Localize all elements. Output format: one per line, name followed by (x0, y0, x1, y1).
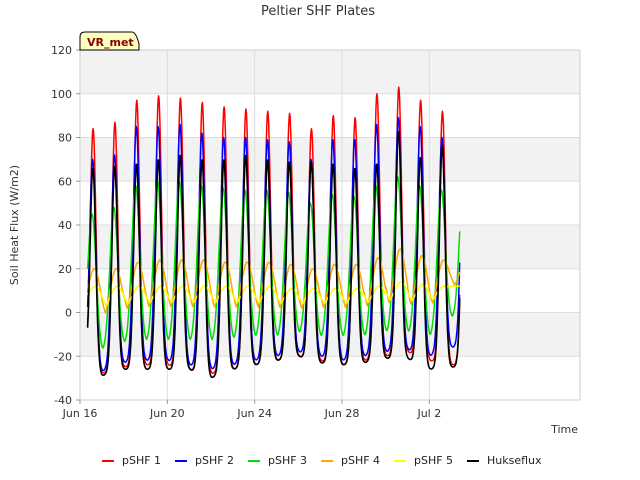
series-line (86, 176, 461, 349)
y-tick-label: 100 (51, 88, 72, 101)
x-tick-label: Jun 24 (236, 407, 272, 420)
x-axis-ticks: Jun 16 Jun 20 Jun 24 Jun 28 Jul 2 (62, 400, 441, 420)
x-tick-label: Jun 28 (324, 407, 360, 420)
y-axis-ticks: -40 -20 0 20 40 60 80 100 120 (51, 44, 80, 407)
series-group (86, 86, 461, 379)
badge-shape (79, 31, 140, 51)
legend-label: pSHF 4 (341, 454, 380, 467)
chart-title: Peltier SHF Plates (261, 4, 375, 19)
legend-label: pSHF 5 (414, 454, 453, 467)
series-line (86, 130, 461, 379)
y-tick-label: 40 (58, 219, 72, 232)
plot-band (80, 356, 580, 400)
y-tick-label: 20 (58, 263, 72, 276)
legend-label: pSHF 1 (122, 454, 161, 467)
plot-band (80, 137, 580, 182)
legend-item: pSHF 2 (175, 454, 234, 467)
legend-label: pSHF 3 (268, 454, 307, 467)
series-pshf-3 (86, 176, 461, 349)
series-pshf-5 (87, 281, 461, 307)
legend-label: pSHF 2 (195, 454, 234, 467)
plot-band (80, 50, 580, 94)
plot-band (80, 93, 580, 138)
legend: pSHF 1 pSHF 2 pSHF 3 pSHF 4 pSHF 5 Hukseflux (102, 454, 542, 467)
legend-label: Hukseflux (487, 454, 542, 467)
y-axis-label: Soil Heat Flux (W/m2) (8, 165, 21, 285)
y-tick-label: 80 (58, 132, 72, 145)
legend-item: pSHF 5 (394, 454, 453, 467)
y-tick-label: -40 (54, 394, 72, 407)
x-tick-label: Jun 20 (149, 407, 185, 420)
series-line (87, 281, 461, 307)
legend-item: pSHF 4 (321, 454, 380, 467)
series-line (86, 248, 461, 314)
legend-item: Hukseflux (467, 454, 542, 467)
x-tick-label: Jun 16 (62, 407, 98, 420)
y-tick-label: -20 (54, 350, 72, 363)
x-tick-label: Jul 2 (416, 407, 441, 420)
x-axis-label: Time (550, 423, 578, 436)
legend-item: pSHF 3 (248, 454, 307, 467)
y-tick-label: 0 (65, 307, 72, 320)
plot-band (80, 312, 580, 357)
series-hukseflux (86, 130, 461, 379)
badge-label: VR_met (87, 36, 134, 49)
y-tick-label: 60 (58, 175, 72, 188)
vr-met-badge: VR_met (79, 31, 140, 51)
y-tick-label: 120 (51, 44, 72, 57)
series-pshf-4 (86, 248, 461, 314)
legend-item: pSHF 1 (102, 454, 161, 467)
